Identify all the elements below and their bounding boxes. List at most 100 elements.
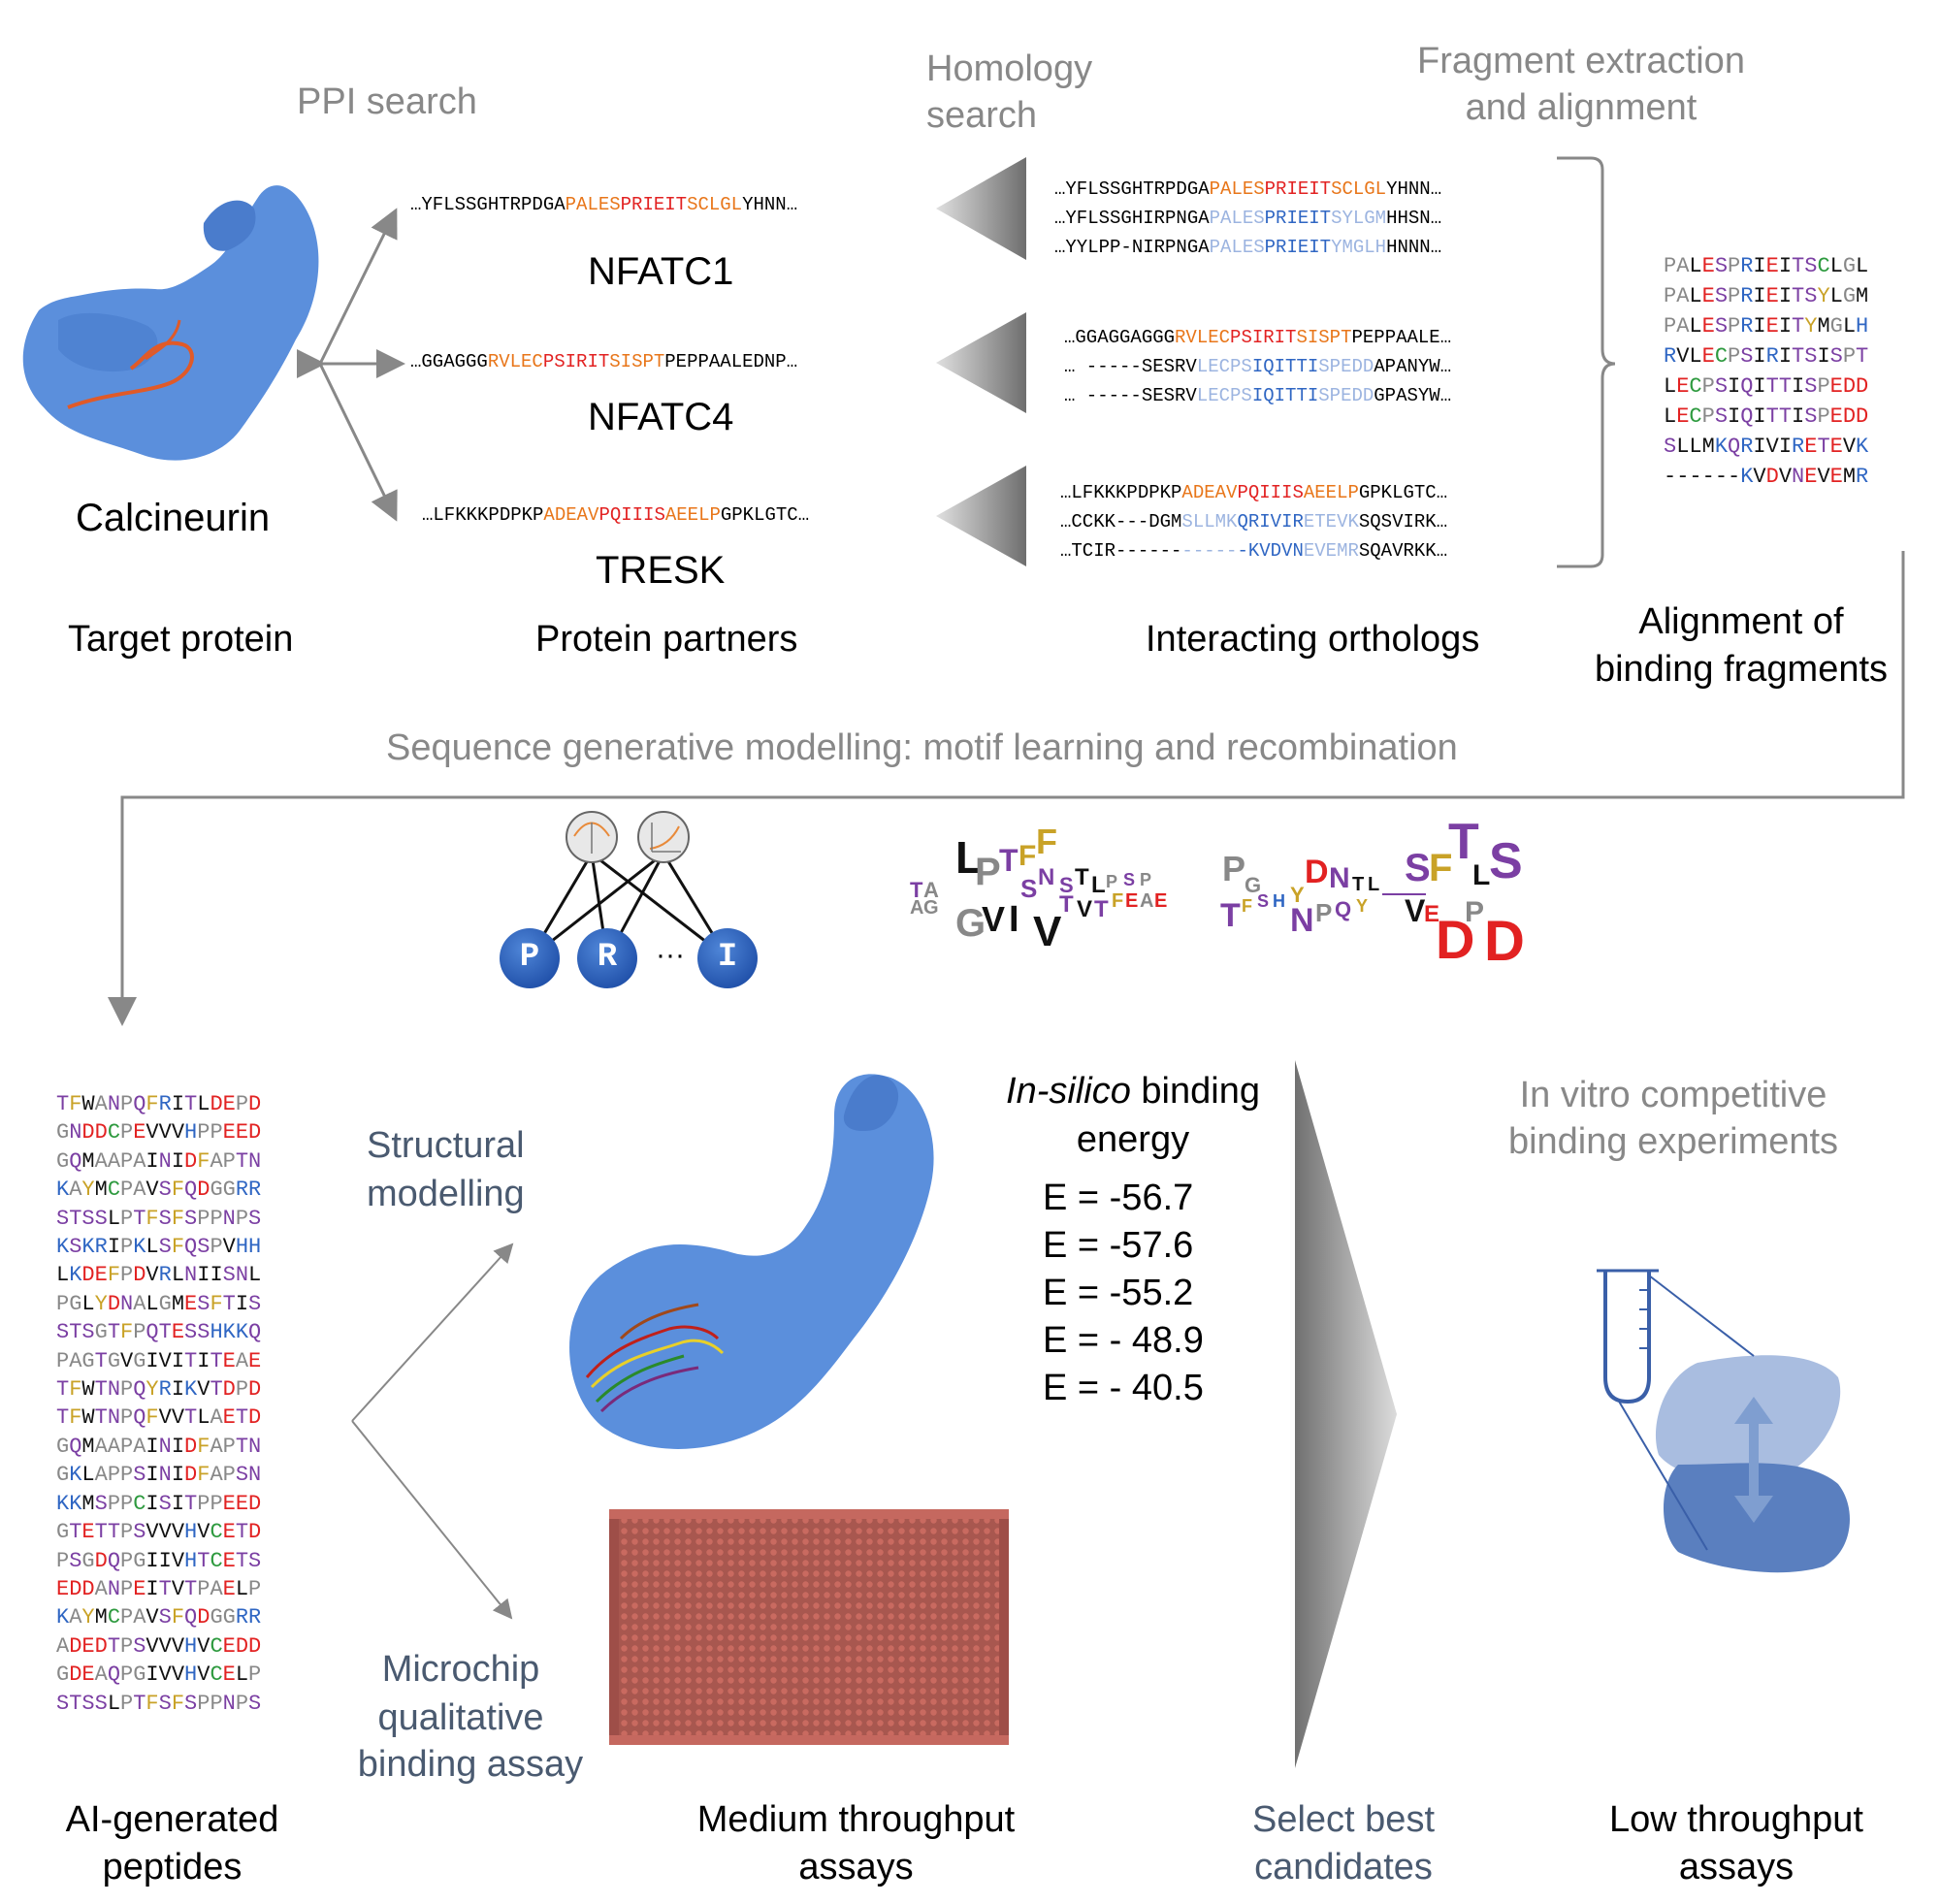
peptide-row: KSKRIPKLSFQSPVHH — [56, 1233, 261, 1261]
residue: E — [1829, 374, 1843, 399]
peptide-row: KKMSPPCISITPPEED — [56, 1490, 261, 1518]
residue: F — [146, 1092, 159, 1116]
svg-text:S: S — [1405, 847, 1431, 889]
residue: Q — [69, 1148, 82, 1174]
residue: S — [184, 1691, 198, 1716]
residue: T — [1778, 404, 1793, 429]
ortholog-seq-row: …YFLSSGHTRPDGAPALESPRIEITSCLGLYHNN… — [1054, 175, 1441, 204]
homology-triangle-2 — [936, 312, 1026, 413]
residue: M — [1701, 435, 1715, 459]
residue: E — [235, 1491, 249, 1516]
svg-text:P: P — [1140, 870, 1151, 889]
residue: Q — [69, 1434, 82, 1459]
residue: I — [1778, 254, 1793, 278]
residue: R — [248, 1605, 262, 1630]
residue: F — [171, 1235, 185, 1260]
residue: P — [120, 1235, 134, 1260]
microchip-line3: binding assay — [357, 1744, 584, 1785]
caption-alignment-line1: Alignment of — [1638, 601, 1844, 642]
structural-modelling-line2: modelling — [367, 1174, 525, 1214]
residue: G — [69, 1291, 82, 1316]
residue: N — [158, 1148, 172, 1174]
ortholog-seq-segment: PRIEIT — [1264, 208, 1332, 229]
ortholog-seq-segment: PRIEIT — [1264, 178, 1332, 200]
ortholog-seq-segment: YHNN… — [1386, 178, 1442, 200]
ortholog-seq-segment: LECPS — [1196, 385, 1252, 406]
residue: R — [1856, 465, 1869, 489]
residue: E — [222, 1576, 236, 1601]
homology-triangle-3 — [936, 466, 1026, 566]
residue: S — [56, 1320, 70, 1345]
residue: I — [146, 1148, 159, 1174]
residue: D — [1765, 465, 1779, 489]
residue: V — [158, 1633, 172, 1659]
residue: P — [1664, 254, 1677, 278]
alignment-row: RVLECPSIRITSISPT — [1664, 341, 1868, 371]
residue: R — [1765, 344, 1779, 369]
residue: P — [120, 1092, 134, 1116]
ortholog-seq-segment: ----- — [1181, 540, 1238, 562]
residue: S — [235, 1463, 249, 1488]
svg-text:V: V — [982, 899, 1005, 939]
partner-seq-segment: …GGAGGG — [410, 351, 488, 372]
generative-modelling-title: Sequence generative modelling: motif lea… — [386, 727, 1458, 768]
residue: E — [248, 1348, 262, 1373]
residue: D — [248, 1377, 262, 1403]
residue: K — [56, 1491, 70, 1516]
residue: T — [235, 1520, 249, 1545]
partner-seq-segment: SISPT — [609, 351, 665, 372]
svg-text:I: I — [1009, 899, 1019, 940]
residue: T — [56, 1405, 70, 1431]
residue: S — [56, 1691, 70, 1716]
residue: P — [1664, 314, 1677, 339]
residue: N — [107, 1576, 121, 1601]
residue: R — [158, 1377, 172, 1403]
residue: G — [222, 1605, 236, 1630]
residue: T — [56, 1092, 70, 1116]
residue: I — [1778, 314, 1793, 339]
residue: L — [56, 1263, 70, 1288]
residue: N — [248, 1434, 262, 1459]
residue: P — [197, 1691, 210, 1716]
residue: H — [210, 1320, 223, 1345]
residue: G — [133, 1548, 146, 1573]
energy-list: E = -56.7 E = -57.6 E = -55.2 E = - 48.9 E =… — [1043, 1175, 1204, 1412]
peptide-row: GTETTPSVVVHVCETD — [56, 1518, 261, 1546]
peptide-row: GDEAQPGIVVHVCELP — [56, 1661, 261, 1689]
svg-text:E: E — [1125, 890, 1138, 912]
svg-text:T: T — [1448, 814, 1479, 870]
residue: T — [133, 1206, 146, 1231]
residue: A — [133, 1178, 146, 1203]
residue: A — [210, 1405, 223, 1431]
residue: S — [1714, 374, 1729, 399]
residue: K — [56, 1178, 70, 1203]
residue: A — [94, 1148, 108, 1174]
partner-seq-segment: AEELP — [664, 504, 721, 526]
residue: D — [184, 1463, 198, 1488]
caption-low-line1: Low throughput — [1609, 1799, 1863, 1840]
residue: L — [235, 1662, 249, 1688]
residue: K — [56, 1235, 70, 1260]
generative-flow-line — [108, 551, 1905, 1026]
residue: D — [81, 1576, 95, 1601]
residue: I — [1753, 435, 1766, 459]
residue: P — [56, 1348, 70, 1373]
residue: W — [81, 1377, 95, 1403]
residue: E — [235, 1120, 249, 1146]
residue: L — [81, 1291, 95, 1316]
caption-ai-line2: peptides — [102, 1847, 242, 1888]
residue: P — [120, 1263, 134, 1288]
residue: Q — [146, 1320, 159, 1345]
residue: K — [222, 1320, 236, 1345]
residue: C — [133, 1491, 146, 1516]
residue: C — [107, 1605, 121, 1630]
residue: N — [120, 1291, 134, 1316]
residue: T — [1765, 374, 1779, 399]
ortholog-seq-segment: AEELP — [1303, 482, 1359, 503]
microchip-image — [609, 1509, 1009, 1745]
caption-medium-line1: Medium throughput — [696, 1799, 1016, 1840]
residue: I — [1753, 314, 1766, 339]
residue: L — [1689, 314, 1702, 339]
peptide-row: KAYMCPAVSFQDGGRR — [56, 1603, 261, 1631]
residue: S — [1714, 314, 1729, 339]
